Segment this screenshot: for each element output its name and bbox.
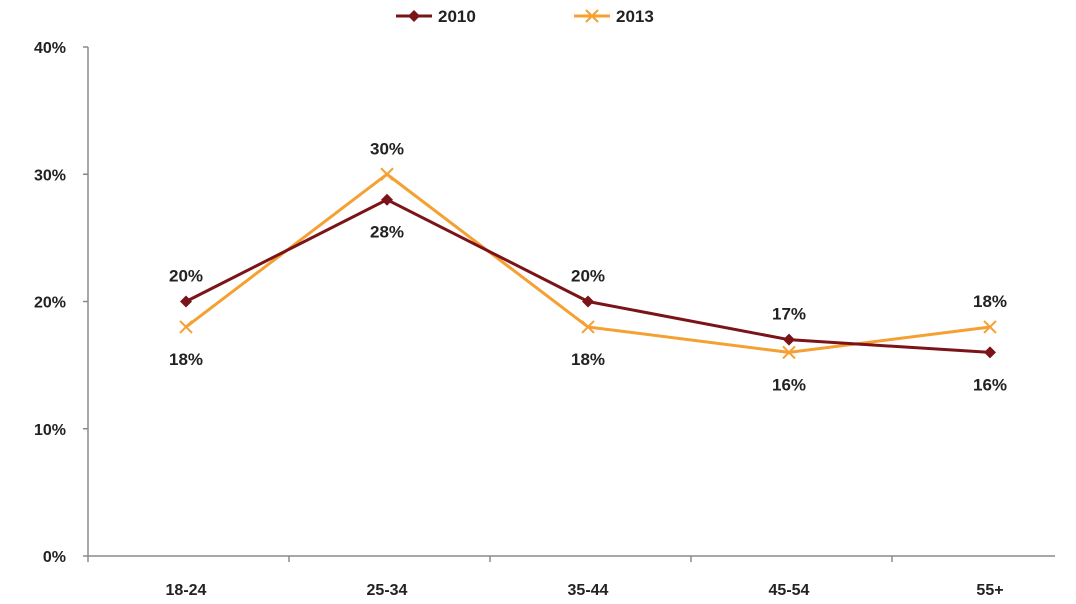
marker-stroke xyxy=(585,9,599,23)
data-point-2013 xyxy=(983,320,997,334)
data-point-2013 xyxy=(380,167,394,181)
data-label-2013: 30% xyxy=(370,139,404,158)
data-point-2010 xyxy=(180,295,192,308)
x-tick-label: 35-44 xyxy=(568,582,609,599)
data-point-2013 xyxy=(581,320,595,334)
legend-label: 2013 xyxy=(616,7,654,26)
legend-marker xyxy=(585,9,599,23)
y-tick-label: 40% xyxy=(34,40,66,57)
data-label-2010: 20% xyxy=(571,267,605,286)
y-tick-label: 20% xyxy=(34,295,66,312)
legend: 2010 2013 xyxy=(396,7,654,26)
series-layer xyxy=(179,167,997,360)
data-label-2010: 16% xyxy=(973,375,1007,394)
legend-item-2010: 2010 xyxy=(396,7,476,26)
data-label-2013: 18% xyxy=(973,292,1007,311)
y-tick-label: 0% xyxy=(43,549,66,566)
marker-stroke xyxy=(782,345,796,360)
data-label-2013: 18% xyxy=(169,350,203,369)
marker-stroke xyxy=(581,320,595,334)
x-tick-label: 18-24 xyxy=(166,582,207,599)
marker-stroke xyxy=(380,167,394,181)
data-point-2010 xyxy=(783,333,795,346)
data-point-2010 xyxy=(582,295,594,308)
x-tick-label: 45-54 xyxy=(769,582,810,599)
marker-stroke xyxy=(179,320,193,334)
data-point-2013 xyxy=(782,345,796,360)
data-point-2010 xyxy=(984,346,996,359)
y-tick-label: 10% xyxy=(34,422,66,439)
data-labels-layer: 20% 18% 28% 30% 20% 18% 17% 16% 16% 18% xyxy=(169,139,1007,394)
data-label-2010: 28% xyxy=(370,223,404,242)
marker-stroke xyxy=(983,320,997,334)
data-label-2013: 18% xyxy=(571,350,605,369)
legend-label: 2010 xyxy=(438,7,476,26)
x-tick-label: 25-34 xyxy=(367,582,408,599)
data-label-2010: 17% xyxy=(772,305,806,324)
data-point-2010 xyxy=(381,193,393,206)
data-label-2010: 20% xyxy=(169,267,203,286)
legend-marker xyxy=(408,10,420,22)
legend-item-2013: 2013 xyxy=(574,7,654,26)
data-point-2013 xyxy=(179,320,193,334)
y-tick-label: 30% xyxy=(34,167,66,184)
axes: 0% 10% 20% 30% 40% 18-24 25-34 35-44 45-54 55+ xyxy=(34,40,1055,599)
data-label-2013: 16% xyxy=(772,375,806,394)
x-tick-label: 55+ xyxy=(976,582,1003,599)
